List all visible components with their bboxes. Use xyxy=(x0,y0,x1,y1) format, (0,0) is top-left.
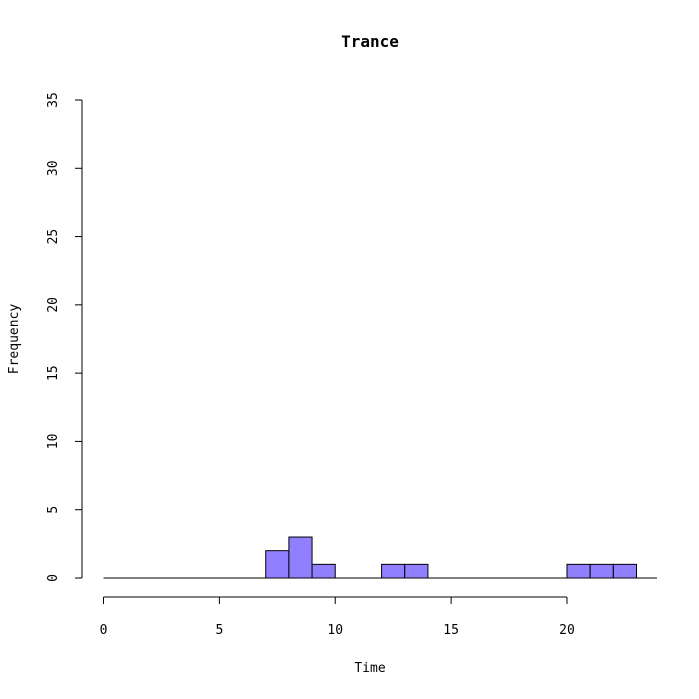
x-tick-label: 0 xyxy=(100,623,108,638)
y-tick-label: 15 xyxy=(46,365,61,381)
y-tick-label: 10 xyxy=(46,434,61,450)
x-axis-label: Time xyxy=(354,661,385,676)
histogram-bar xyxy=(311,563,336,579)
histogram-bar xyxy=(288,536,313,579)
y-axis: 0 5 10 15 20 25 30 35 xyxy=(46,92,83,582)
y-tick-label: 20 xyxy=(46,297,61,313)
y-axis-label: Frequency xyxy=(7,304,22,375)
y-tick-label: 25 xyxy=(46,229,61,245)
x-tick-label: 15 xyxy=(443,623,459,638)
histogram-bar xyxy=(566,563,591,579)
chart-title: Trance xyxy=(341,32,399,51)
histogram-bar xyxy=(381,563,406,579)
histogram-bar xyxy=(612,563,638,579)
y-tick-label: 35 xyxy=(46,92,61,108)
histogram-bar xyxy=(404,563,429,579)
x-axis: 0 5 10 15 20 xyxy=(100,596,575,638)
y-tick-label: 30 xyxy=(46,160,61,176)
x-tick-label: 20 xyxy=(559,623,575,638)
histogram-bar xyxy=(265,550,290,579)
x-tick-label: 10 xyxy=(327,623,343,638)
y-tick-label: 5 xyxy=(46,506,61,514)
y-tick-label: 0 xyxy=(46,574,61,582)
x-tick-label: 5 xyxy=(215,623,223,638)
bars-group xyxy=(103,536,657,579)
histogram-bar xyxy=(589,563,614,579)
